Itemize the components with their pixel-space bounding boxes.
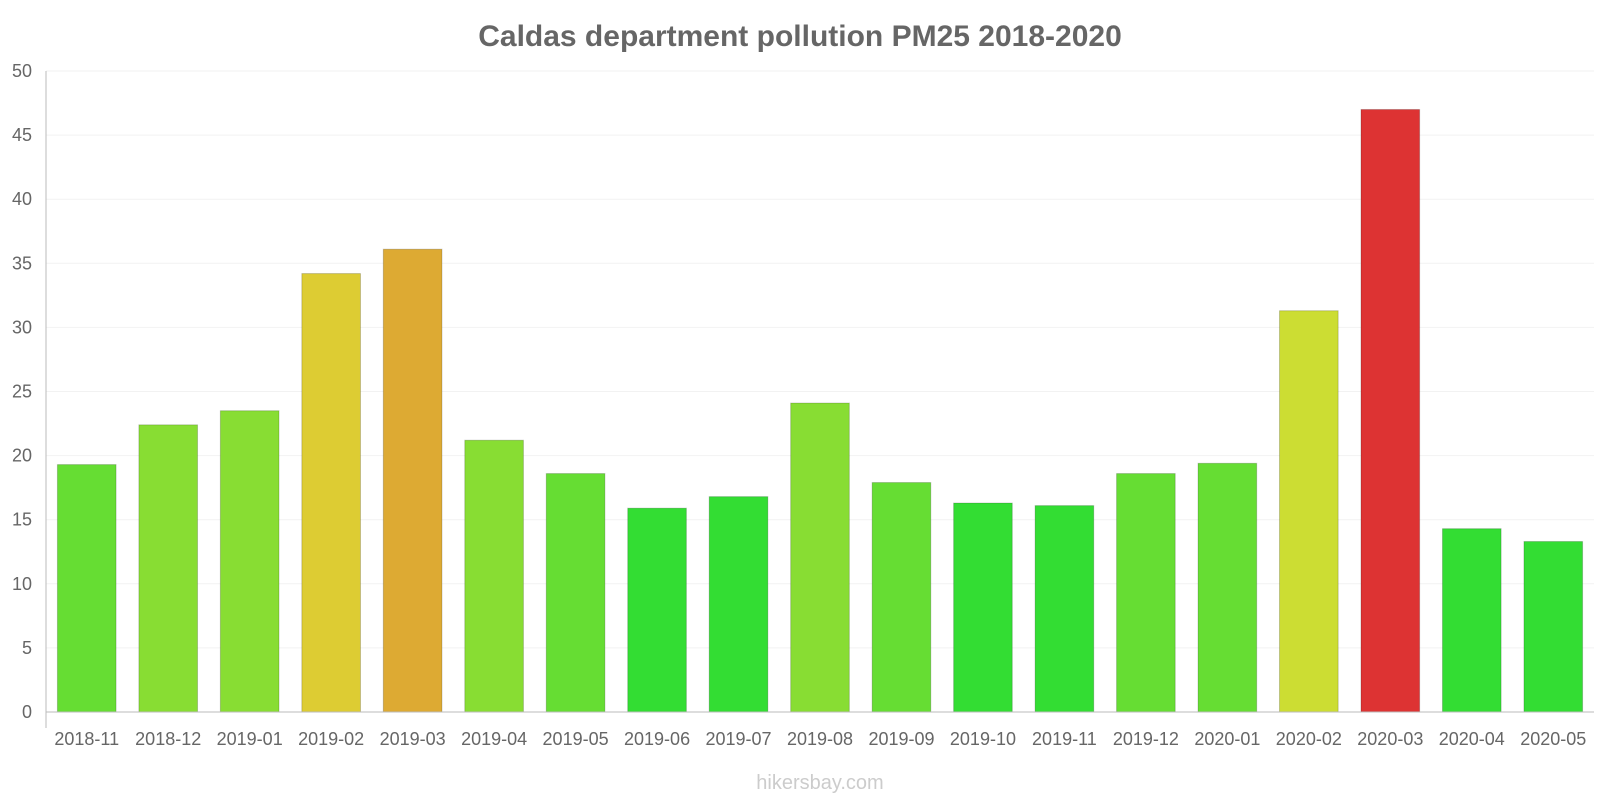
x-tick-label: 2020-02: [1276, 729, 1342, 749]
y-tick-label: 5: [22, 638, 32, 658]
x-tick-label: 2018-12: [135, 729, 201, 749]
bar-2020-04: [1442, 529, 1501, 712]
bar-2019-04: [465, 440, 524, 712]
y-tick-label: 20: [12, 446, 32, 466]
y-tick-label: 35: [12, 253, 32, 273]
bar-2019-03: [383, 249, 442, 712]
bar-2019-07: [709, 497, 768, 712]
y-tick-label: 0: [22, 702, 32, 722]
bar-2019-11: [1035, 506, 1094, 712]
x-tick-label: 2019-03: [380, 729, 446, 749]
bar-2019-09: [872, 483, 931, 712]
bar-2019-06: [628, 508, 687, 712]
bar-2020-05: [1524, 541, 1583, 712]
watermark: hikersbay.com: [756, 772, 883, 794]
bar-2019-01: [220, 411, 279, 712]
bar-2020-02: [1280, 311, 1339, 712]
chart-title: Caldas department pollution PM25 2018-20…: [478, 20, 1122, 53]
x-tick-label: 2019-12: [1113, 729, 1179, 749]
x-tick-label: 2019-06: [624, 729, 690, 749]
bars: [57, 109, 1582, 712]
y-tick-label: 40: [12, 189, 32, 209]
x-tick-label: 2019-10: [950, 729, 1016, 749]
x-tick-label: 2019-11: [1032, 729, 1097, 749]
y-axis-labels: 0 5 10 15 20 25 30 35 40 45 50: [12, 61, 32, 722]
x-tick-label: 2020-01: [1194, 729, 1260, 749]
y-tick-label: 50: [12, 61, 32, 81]
x-tick-label: 2019-04: [461, 729, 527, 749]
bar-2018-11: [57, 465, 116, 712]
x-tick-label: 2019-02: [298, 729, 364, 749]
bar-2020-03: [1361, 109, 1420, 712]
x-tick-label: 2020-05: [1520, 729, 1586, 749]
y-tick-label: 25: [12, 382, 32, 402]
x-tick-label: 2020-04: [1439, 729, 1505, 749]
y-tick-label: 15: [12, 510, 32, 530]
x-tick-label: 2019-07: [705, 729, 771, 749]
x-tick-label: 2019-05: [543, 729, 609, 749]
x-tick-label: 2019-09: [868, 729, 934, 749]
bar-2018-12: [139, 425, 198, 712]
x-tick-label: 2018-11: [54, 729, 119, 749]
bar-2019-05: [546, 474, 605, 712]
y-tick-label: 30: [12, 317, 32, 337]
x-tick-label: 2019-01: [217, 729, 283, 749]
bar-2019-08: [791, 403, 850, 712]
bar-2020-01: [1198, 463, 1257, 712]
x-tick-label: 2019-08: [787, 729, 853, 749]
x-axis-labels: 2018-11 2018-12 2019-01 2019-02 2019-03 2019-…: [54, 729, 1586, 749]
y-tick-label: 45: [12, 125, 32, 145]
y-tick-label: 10: [12, 574, 32, 594]
bar-2019-12: [1117, 474, 1176, 712]
x-tick-label: 2020-03: [1357, 729, 1423, 749]
bar-2019-02: [302, 274, 361, 712]
chart: Caldas department pollution PM25 2018-20…: [0, 0, 1600, 800]
bar-2019-10: [954, 503, 1013, 712]
